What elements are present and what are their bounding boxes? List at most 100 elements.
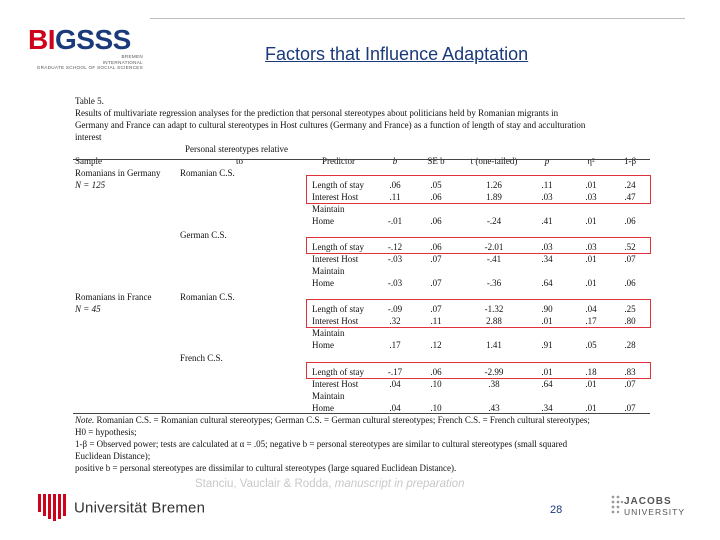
cell-p: .03 [541, 242, 553, 252]
predictor-home: Home [312, 340, 334, 350]
cell-t: -.24 [486, 216, 502, 226]
cell-power: .24 [624, 180, 636, 190]
cell-se: .07 [430, 278, 442, 288]
cell-p: .01 [541, 367, 553, 377]
cell-power: .25 [624, 304, 636, 314]
cell-t: -2.01 [484, 242, 504, 252]
cell-t: 2.88 [486, 316, 502, 326]
cell-se: .06 [430, 367, 442, 377]
cell-b: .17 [389, 340, 401, 350]
header-predictor: Predictor [322, 156, 355, 166]
predictor-home: Home [312, 278, 334, 288]
highlight-box [306, 299, 651, 328]
cell-eta: .01 [585, 379, 597, 389]
cell-b: -.03 [387, 278, 403, 288]
table-header-rule [73, 159, 650, 160]
bremen-key-icon [38, 494, 66, 521]
header-p: p [544, 156, 550, 166]
header-eta: η² [587, 156, 595, 166]
cell-power: .07 [624, 403, 636, 413]
cell-se: .06 [430, 242, 442, 252]
predictor-home: Home [312, 216, 334, 226]
header-b: b [392, 156, 398, 166]
cell-power: .07 [624, 254, 636, 264]
header-se: SE b [427, 156, 445, 166]
header-power: 1-β [623, 156, 637, 166]
stereotype-romanian-2: Romanian C.S. [180, 292, 235, 302]
predictor-length-of-stay: Length of stay [312, 242, 364, 252]
cell-p: .01 [541, 316, 553, 326]
cell-t: -.41 [486, 254, 502, 264]
page-number: 28 [550, 504, 563, 516]
predictor-length-of-stay: Length of stay [312, 367, 364, 377]
university-name: Universität Bremen [74, 499, 206, 517]
header-rule [150, 18, 685, 19]
cell-b: .04 [389, 403, 401, 413]
cell-b: -.17 [387, 367, 403, 377]
cell-power: .52 [624, 242, 636, 252]
cell-p: .34 [541, 403, 553, 413]
bigsss-logo: BIGSSS BREMEN INTERNATIONAL GRADUATE SCH… [28, 24, 143, 71]
predictor-interest-host: Interest Host [312, 316, 359, 326]
cell-p: .64 [541, 379, 553, 389]
cell-se: .12 [430, 340, 442, 350]
sample-germany-n: N = 125 [75, 180, 106, 190]
cell-se: .07 [430, 254, 442, 264]
universitaet-bremen-logo: Universität Bremen [36, 492, 205, 524]
cell-t: 1.41 [486, 340, 502, 350]
cell-b: .04 [389, 379, 401, 389]
cell-p: .91 [541, 340, 553, 350]
header-personal-stereotypes: Personal stereotypes relative [185, 144, 288, 154]
cell-se: .06 [430, 192, 442, 202]
sample-germany: Romanians in Germany [75, 168, 161, 178]
cell-t: 1.89 [486, 192, 502, 202]
predictor-maintain: Maintain [312, 266, 345, 276]
cell-p: .41 [541, 216, 553, 226]
cell-eta: .17 [585, 316, 597, 326]
predictor-maintain: Maintain [312, 204, 345, 214]
cell-eta: .03 [585, 192, 597, 202]
cell-eta: .04 [585, 304, 597, 314]
stereotype-romanian-1: Romanian C.S. [180, 168, 235, 178]
cell-power: .06 [624, 278, 636, 288]
cell-p: .90 [541, 304, 553, 314]
cell-power: .83 [624, 367, 636, 377]
cell-b: .32 [389, 316, 401, 326]
header-sample: Sample [75, 156, 102, 166]
predictor-interest-host: Interest Host [312, 254, 359, 264]
cell-se: .10 [430, 379, 442, 389]
cell-eta: .05 [585, 340, 597, 350]
cell-t: .38 [488, 379, 500, 389]
highlight-box [306, 362, 651, 379]
predictor-interest-host: Interest Host [312, 192, 359, 202]
cell-b: -.12 [387, 242, 403, 252]
cell-eta: .01 [585, 216, 597, 226]
predictor-interest-host: Interest Host [312, 379, 359, 389]
jacobs-dots-icon [611, 495, 624, 514]
cell-t: .43 [488, 403, 500, 413]
stereotype-german: German C.S. [180, 230, 227, 240]
cell-se: .06 [430, 216, 442, 226]
sample-france-n: N = 45 [75, 304, 101, 314]
cell-power: .28 [624, 340, 636, 350]
stereotype-french: French C.S. [180, 353, 223, 363]
predictor-maintain: Maintain [312, 391, 345, 401]
cell-t: -.36 [486, 278, 502, 288]
cell-t: 1.26 [486, 180, 502, 190]
cell-p: .64 [541, 278, 553, 288]
cell-t: -2.99 [484, 367, 504, 377]
predictor-home: Home [312, 403, 334, 413]
highlight-box [306, 175, 651, 204]
cell-p: .03 [541, 192, 553, 202]
cell-power: .80 [624, 316, 636, 326]
cell-eta: .18 [585, 367, 597, 377]
cell-p: .34 [541, 254, 553, 264]
cell-power: .47 [624, 192, 636, 202]
sample-france: Romanians in France [75, 292, 152, 302]
cell-eta: .01 [585, 180, 597, 190]
cell-power: .06 [624, 216, 636, 226]
table-caption: Table 5. Results of multivariate regress… [75, 96, 586, 142]
predictor-length-of-stay: Length of stay [312, 180, 364, 190]
cell-b: -.01 [387, 216, 403, 226]
header-t: t (one-tailed) [470, 156, 518, 166]
